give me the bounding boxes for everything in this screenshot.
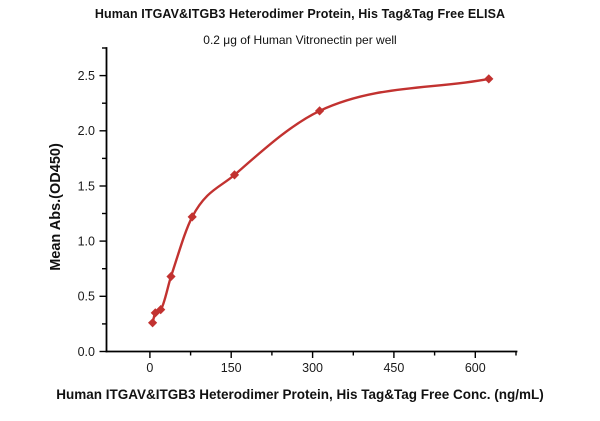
tick-labels: 0 150 300 450 600 0.0 0.5 1.0 1.5 2.0 2.5 xyxy=(78,69,486,375)
data-point-marker xyxy=(166,271,176,282)
data-point-marker xyxy=(315,106,325,116)
y-axis-title: Mean Abs.(OD450) xyxy=(48,143,64,271)
chart-subtitle: 0.2 μg of Human Vitronectin per well xyxy=(203,33,397,47)
y-tick-label: 1.0 xyxy=(78,234,95,248)
x-tick-label: 300 xyxy=(302,361,323,375)
data-point-marker xyxy=(229,170,240,180)
x-tick-label: 0 xyxy=(146,361,153,375)
axes xyxy=(105,47,518,353)
data-point-marker xyxy=(156,305,166,315)
data-point-marker xyxy=(150,308,160,318)
y-tick-label: 2.5 xyxy=(78,69,95,83)
y-tick-label: 2.0 xyxy=(78,124,95,138)
y-tick-label: 0.5 xyxy=(78,290,95,304)
y-tick-label: 1.5 xyxy=(78,179,95,193)
chart-title: Human ITGAV&ITGB3 Heterodimer Protein, H… xyxy=(94,7,506,21)
x-tick-label: 450 xyxy=(383,361,404,375)
y-tick-label: 0.0 xyxy=(78,345,95,359)
fit-curve xyxy=(151,77,490,324)
data-point-marker xyxy=(484,74,494,84)
x-axis-title: Human ITGAV&ITGB3 Heterodimer Protein, H… xyxy=(56,387,544,402)
x-tick-label: 150 xyxy=(221,361,242,375)
data-point-marker xyxy=(148,318,158,328)
ticks xyxy=(99,47,517,358)
x-tick-label: 600 xyxy=(465,361,486,375)
data-point-marker xyxy=(187,212,197,222)
data-points xyxy=(148,74,494,328)
